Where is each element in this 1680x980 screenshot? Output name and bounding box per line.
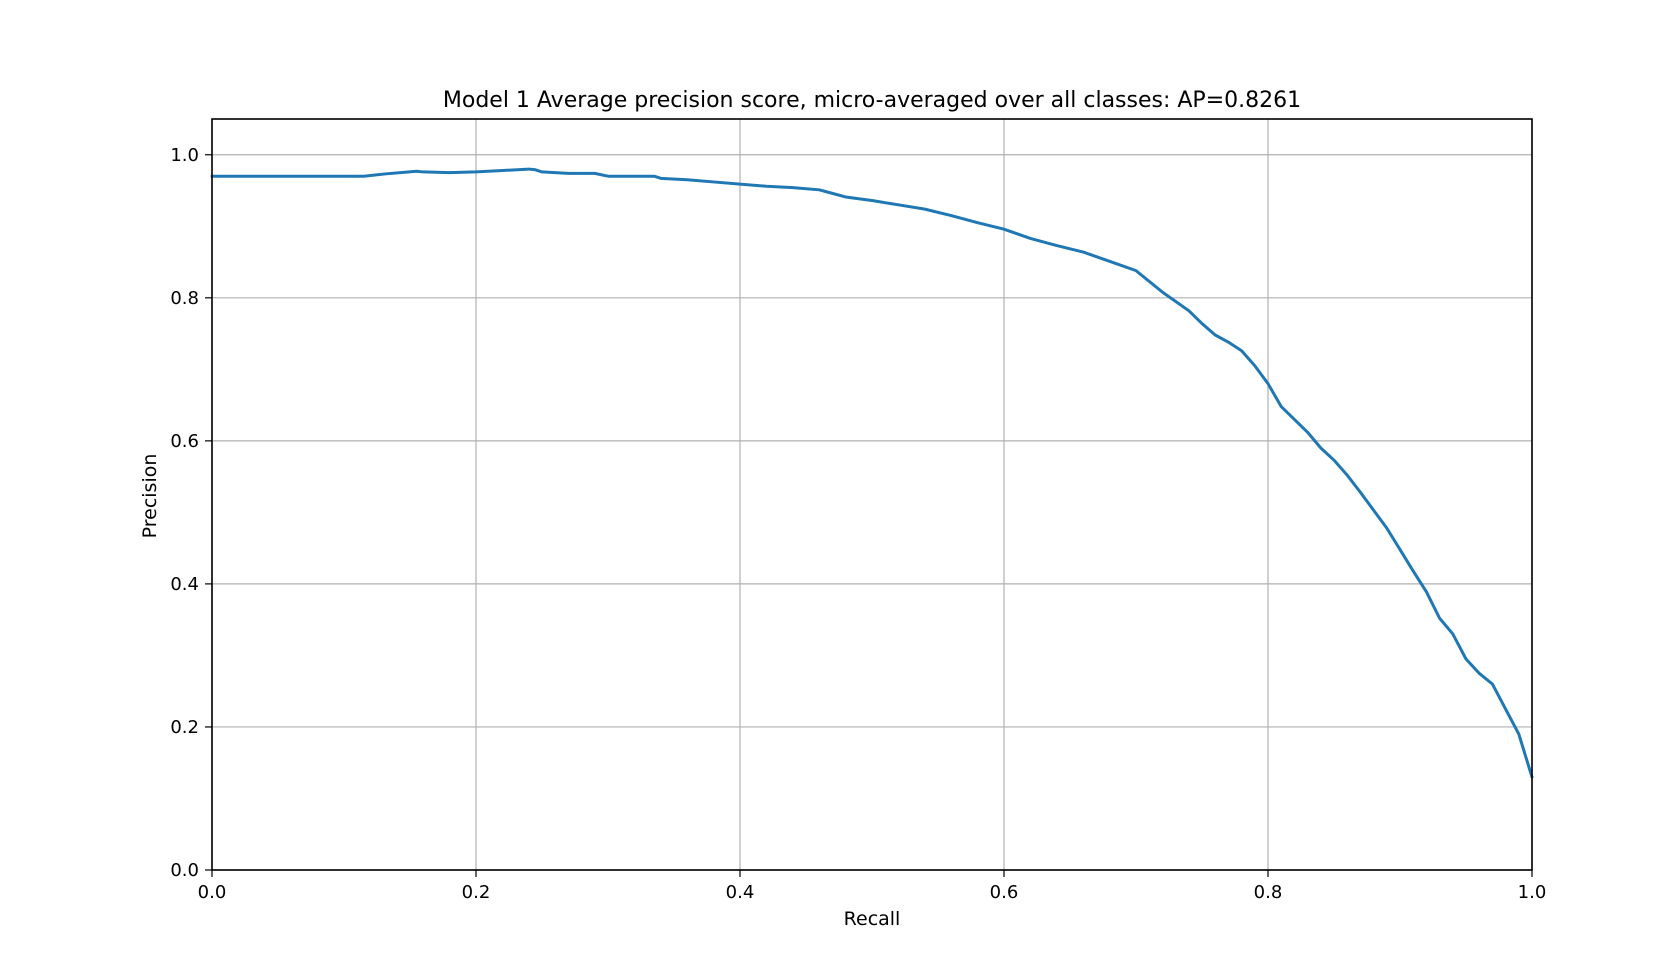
x-tick-label: 0.2 [462, 882, 491, 903]
axis-ticks: 0.0 0.2 0.4 0.6 0.8 1.0 0.0 0.2 0.4 0.6 0.8 1.0 [170, 145, 1546, 903]
x-tick-label: 0.8 [1254, 882, 1283, 903]
x-tick-label: 0.4 [726, 882, 755, 903]
x-tick-label: 1.0 [1518, 882, 1547, 903]
y-tick-label: 0.8 [170, 288, 199, 309]
y-tick-label: 1.0 [170, 145, 199, 166]
y-tick-label: 0.2 [170, 717, 199, 738]
grid-lines [211, 119, 1533, 871]
y-tick-label: 0.0 [170, 860, 199, 881]
y-axis-label: Precision [139, 454, 161, 539]
x-tick-label: 0.6 [990, 882, 1019, 903]
y-tick-label: 0.4 [170, 574, 199, 595]
y-tick-label: 0.6 [170, 431, 199, 452]
series-layer [210, 167, 1534, 779]
axes-frame [211, 118, 1533, 871]
precision-recall-series-line [210, 167, 1534, 779]
chart-title: Model 1 Average precision score, micro-a… [443, 88, 1301, 113]
x-tick-label: 0.0 [198, 882, 227, 903]
x-axis-label: Recall [844, 908, 901, 930]
